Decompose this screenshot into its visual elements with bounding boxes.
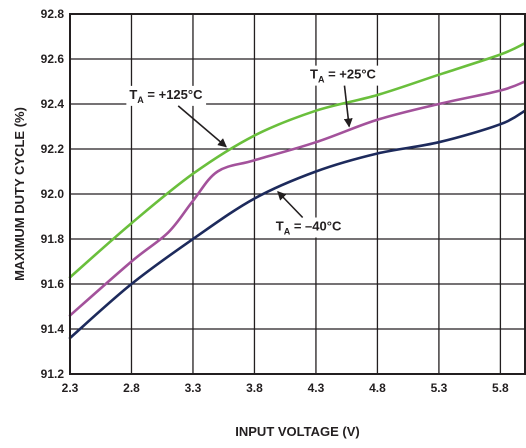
- x-tick-label: 5.8: [492, 381, 509, 395]
- y-axis-title: MAXIMUM DUTY CYCLE (%): [12, 107, 27, 281]
- series-annotation-2: TA = –40°C: [272, 191, 345, 238]
- annotation-background: [272, 217, 345, 238]
- x-tick-label: 3.3: [185, 381, 202, 395]
- series-annotations: TA = +125°C TA = +25°C TA = –40°C: [126, 65, 380, 238]
- y-tick-label: 91.6: [41, 277, 65, 291]
- x-tick-label: 2.3: [62, 381, 79, 395]
- y-tick-label: 92.4: [41, 97, 65, 111]
- x-tick-label: 2.8: [123, 381, 140, 395]
- series-line-1: [68, 80, 526, 317]
- annotation-label: TA = +125°C: [129, 87, 203, 105]
- x-tick-label: 5.3: [431, 381, 448, 395]
- y-tick-label: 92.0: [41, 187, 65, 201]
- y-tick-labels: 91.2 91.4 91.6 91.8 92.0 92.2 92.4 92.6 92.8: [41, 7, 65, 381]
- series-annotation-0: TA = +125°C: [126, 85, 227, 148]
- annotation-arrow: [343, 85, 353, 128]
- x-tick-label: 3.8: [246, 381, 263, 395]
- series-line-2: [68, 109, 526, 340]
- annotation-label: TA = –40°C: [276, 219, 342, 237]
- annotation-arrow: [177, 105, 227, 148]
- series-line-0: [68, 41, 526, 279]
- x-axis-title: INPUT VOLTAGE (V): [235, 424, 359, 439]
- y-tick-label: 91.2: [41, 367, 65, 381]
- series-lines: [68, 41, 526, 340]
- x-tick-label: 4.8: [369, 381, 386, 395]
- x-tick-label: 4.3: [308, 381, 325, 395]
- annotation-arrow: [277, 191, 304, 219]
- series-annotation-1: TA = +25°C: [307, 65, 380, 128]
- y-tick-label: 92.6: [41, 52, 65, 66]
- y-tick-label: 91.4: [41, 322, 65, 336]
- x-tick-labels: 2.3 2.8 3.3 3.8 4.3 4.8 5.3 5.8: [62, 381, 509, 395]
- y-tick-label: 92.8: [41, 7, 65, 21]
- annotation-background: [126, 85, 207, 106]
- plot-frame: [69, 13, 526, 375]
- annotation-background: [307, 65, 380, 86]
- annotation-label: TA = +25°C: [310, 67, 377, 85]
- y-tick-label: 91.8: [41, 232, 65, 246]
- y-tick-label: 92.2: [41, 142, 65, 156]
